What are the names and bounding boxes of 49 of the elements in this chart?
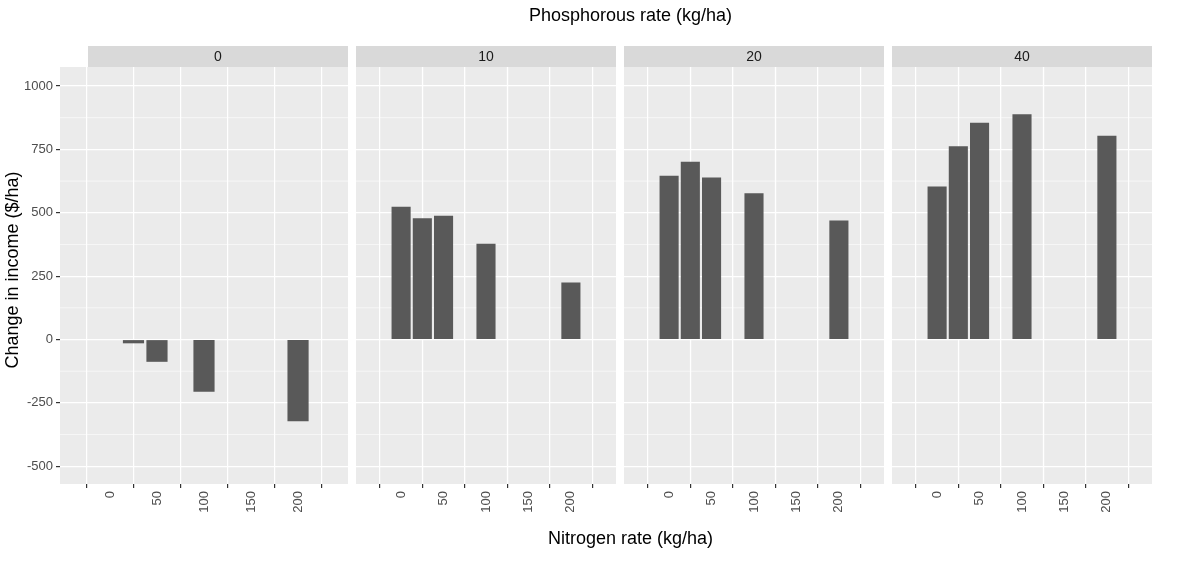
bar bbox=[1012, 114, 1032, 339]
bar bbox=[744, 193, 764, 339]
bar bbox=[1097, 135, 1117, 339]
y-tick-label: 250 bbox=[31, 267, 53, 283]
x-tick-label: 200 bbox=[289, 491, 305, 513]
bar bbox=[412, 218, 432, 339]
chart-title: 20 bbox=[624, 46, 884, 67]
bar bbox=[659, 175, 679, 339]
bar bbox=[561, 282, 581, 339]
chart-title: 40 bbox=[892, 46, 1152, 67]
y-tick-label: 500 bbox=[31, 204, 53, 220]
x-tick-label: 50 bbox=[703, 491, 719, 506]
x-tick-label: 150 bbox=[242, 491, 258, 513]
x-tick-label: 100 bbox=[477, 491, 493, 513]
y-tick-label: 0 bbox=[45, 331, 53, 347]
x-tick-label: 200 bbox=[1098, 491, 1114, 513]
y-axis-title: Change in income ($/ha) bbox=[1, 170, 23, 369]
y-tick-label: -500 bbox=[26, 457, 53, 473]
text: Phosphorous rate (kg/ha) bbox=[528, 5, 733, 26]
bar bbox=[391, 206, 411, 339]
x-tick-label: 100 bbox=[745, 491, 761, 513]
bar bbox=[476, 243, 496, 339]
bar bbox=[702, 177, 722, 339]
y-tick-label: 1000 bbox=[24, 77, 53, 93]
x-tick-label: 200 bbox=[562, 491, 578, 513]
bar bbox=[927, 186, 947, 339]
x-tick-label: 200 bbox=[830, 491, 846, 513]
bar bbox=[948, 146, 968, 339]
chart-title: 0 bbox=[88, 46, 348, 67]
x-tick-label: 150 bbox=[520, 491, 536, 513]
chart-title: 10 bbox=[356, 46, 616, 67]
bar bbox=[970, 122, 990, 339]
x-tick-label: 50 bbox=[971, 491, 987, 506]
y-tick-label: 750 bbox=[31, 140, 53, 156]
x-tick-label: 0 bbox=[928, 491, 944, 499]
x-tick-label: 150 bbox=[1056, 491, 1072, 513]
text: Nitrogen rate (kg/ha) bbox=[546, 528, 715, 549]
x-tick-label: 100 bbox=[1013, 491, 1029, 513]
x-tick-label: 150 bbox=[788, 491, 804, 513]
x-tick-label: 100 bbox=[195, 491, 211, 513]
x-tick-label: 50 bbox=[435, 491, 451, 506]
bar bbox=[434, 215, 454, 339]
x-tick-label: 0 bbox=[660, 491, 676, 499]
x-tick-label: 50 bbox=[148, 491, 164, 506]
bar bbox=[680, 161, 700, 339]
y-tick-label: -250 bbox=[26, 394, 53, 410]
x-tick-label: 0 bbox=[101, 491, 117, 499]
bar bbox=[829, 220, 849, 339]
x-tick-label: 0 bbox=[392, 491, 408, 499]
